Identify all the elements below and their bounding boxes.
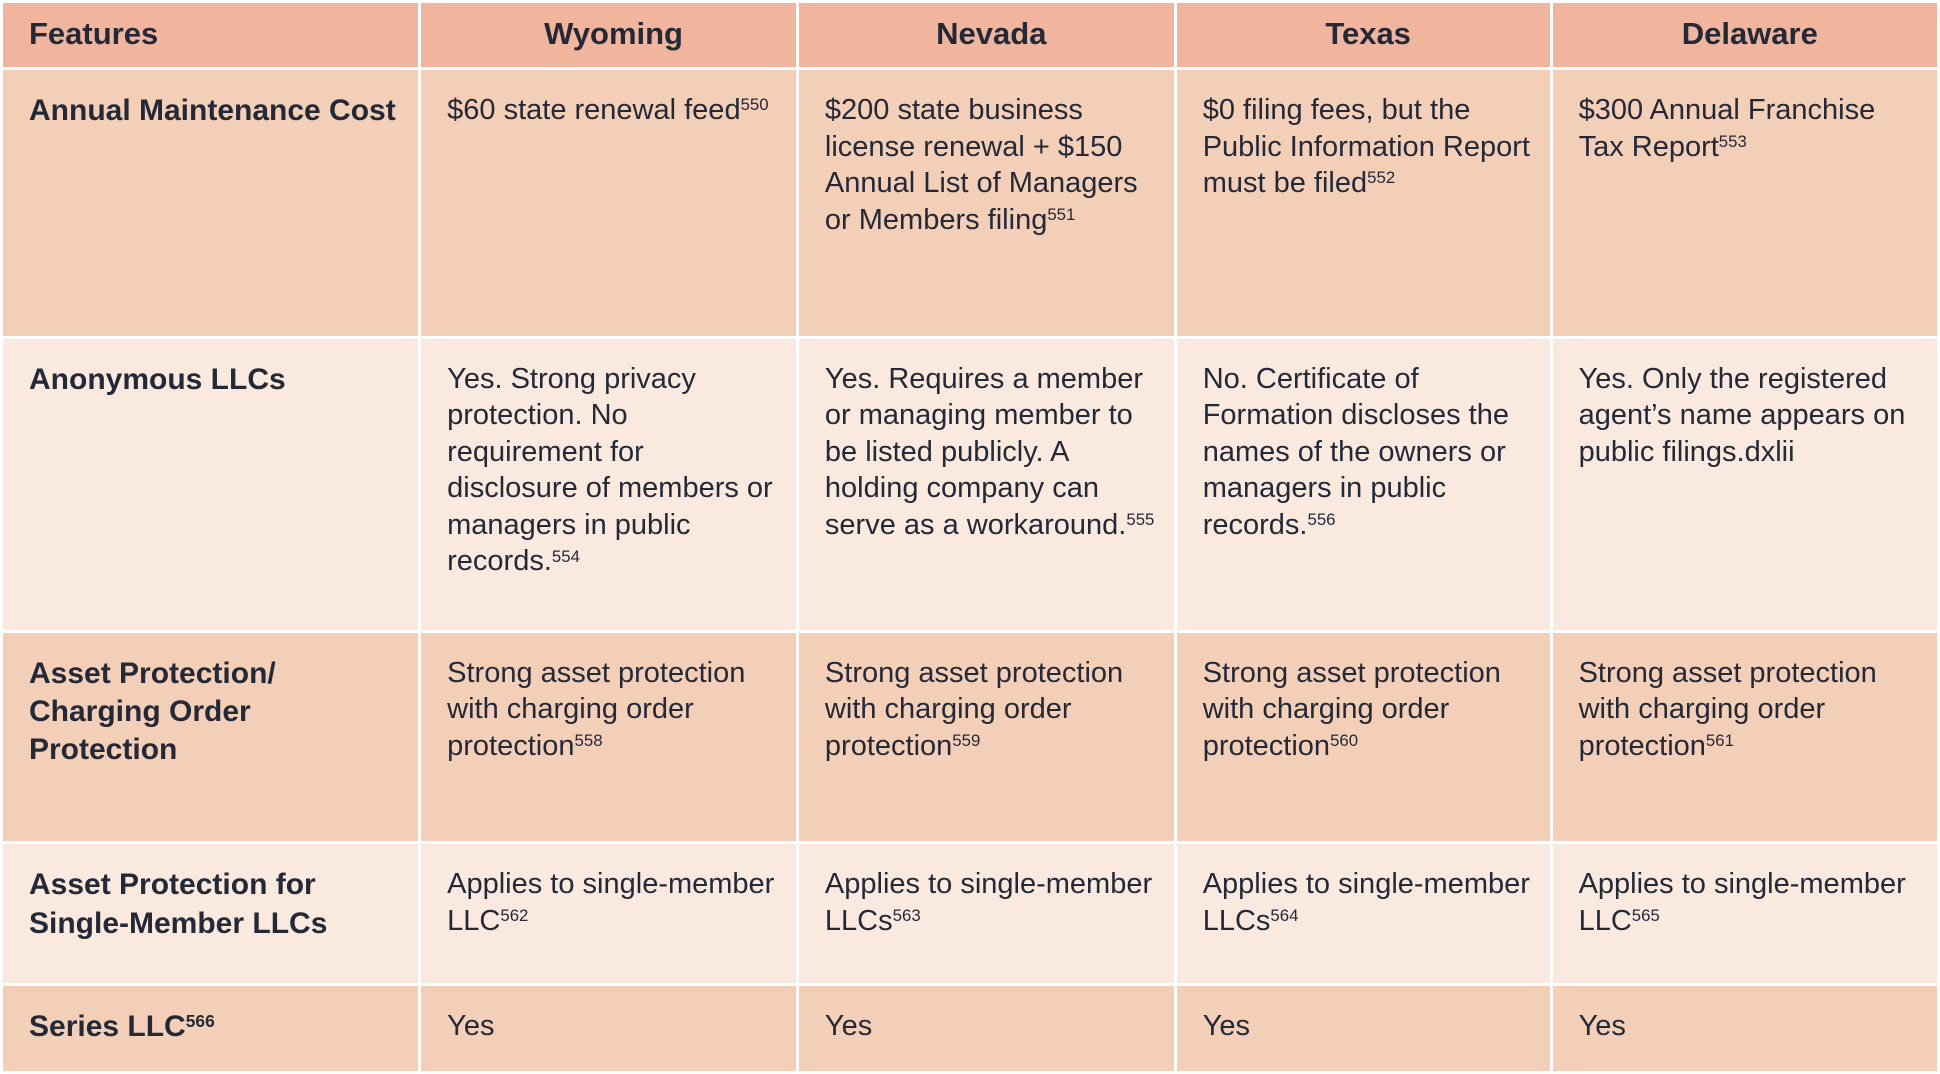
table-row-asset-protection-single-member: Asset Protection for Single-Member LLCs … (3, 844, 1937, 983)
value-cell-texas: Applies to single-member LLCs564 (1176, 844, 1550, 983)
value-cell-delaware: $300 Annual Franchise Tax Report553 (1552, 70, 1937, 336)
value-cell-nevada: Yes. Requires a member or managing membe… (798, 338, 1174, 630)
value-cell-delaware: Applies to single-member LLC565 (1552, 844, 1937, 983)
feature-cell-asset-protection-charging-order: Asset Protection/ Charging Order Protect… (3, 632, 419, 842)
value-cell-texas: No. Certificate of Formation discloses t… (1176, 338, 1550, 630)
value-cell-texas: Yes (1176, 985, 1550, 1071)
column-header-nevada: Nevada (798, 3, 1174, 67)
table-row-anonymous-llcs: Anonymous LLCs Yes. Strong privacy prote… (3, 338, 1937, 630)
value-cell-nevada: $200 state business license renewal + $1… (798, 70, 1174, 336)
value-cell-texas: $0 filing fees, but the Public Informati… (1176, 70, 1550, 336)
table-row-annual-maintenance-cost: Annual Maintenance Cost $60 state renewa… (3, 70, 1937, 336)
feature-cell-annual-maintenance-cost: Annual Maintenance Cost (3, 70, 419, 336)
value-cell-nevada: Applies to single-member LLCs563 (798, 844, 1174, 983)
column-header-wyoming: Wyoming (421, 3, 796, 67)
header-row: Features Wyoming Nevada Texas Delaware (3, 3, 1937, 67)
value-cell-wyoming: $60 state renewal feed550 (421, 70, 796, 336)
feature-cell-asset-protection-single-member: Asset Protection for Single-Member LLCs (3, 844, 419, 983)
column-header-texas: Texas (1176, 3, 1550, 67)
value-cell-delaware: Yes (1552, 985, 1937, 1071)
value-cell-texas: Strong asset protection with charging or… (1176, 632, 1550, 842)
table-row-series-llc: Series LLC566 Yes Yes Yes Yes (3, 985, 1937, 1071)
value-cell-wyoming: Yes (421, 985, 796, 1071)
value-cell-wyoming: Applies to single-member LLC562 (421, 844, 796, 983)
feature-cell-anonymous-llcs: Anonymous LLCs (3, 338, 419, 630)
value-cell-wyoming: Strong asset protection with charging or… (421, 632, 796, 842)
value-cell-delaware: Yes. Only the registered agent’s name ap… (1552, 338, 1937, 630)
value-cell-delaware: Strong asset protection with charging or… (1552, 632, 1937, 842)
column-header-features: Features (3, 3, 419, 67)
table-row-asset-protection-charging-order: Asset Protection/ Charging Order Protect… (3, 632, 1937, 842)
column-header-delaware: Delaware (1552, 3, 1937, 67)
value-cell-nevada: Strong asset protection with charging or… (798, 632, 1174, 842)
feature-cell-series-llc: Series LLC566 (3, 985, 419, 1071)
value-cell-nevada: Yes (798, 985, 1174, 1071)
value-cell-wyoming: Yes. Strong privacy protection. No requi… (421, 338, 796, 630)
